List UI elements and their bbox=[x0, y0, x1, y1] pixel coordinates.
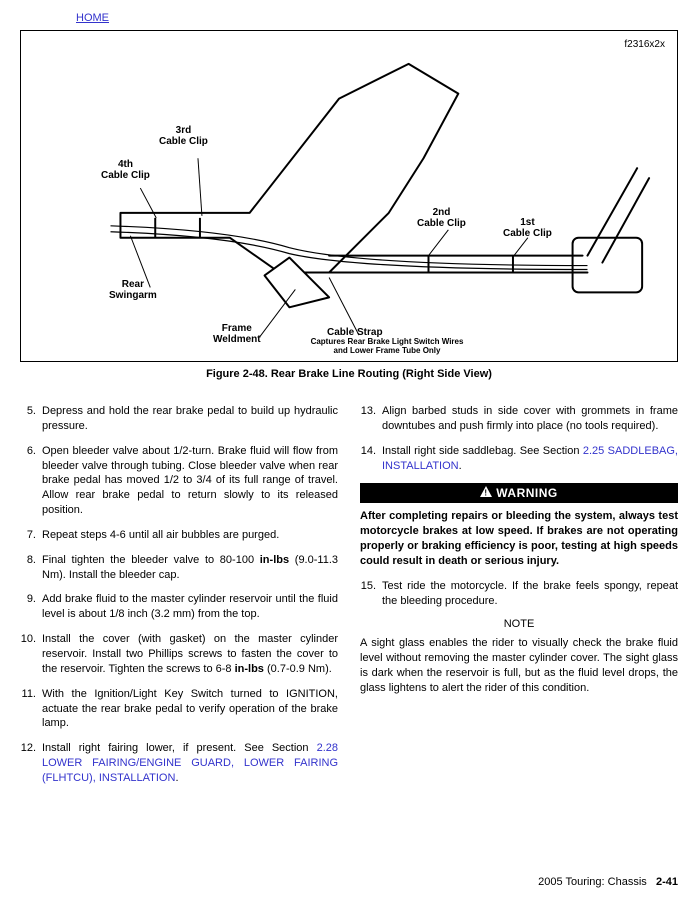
right-steps-a: 13.Align barbed studs in side cover with… bbox=[360, 404, 678, 473]
step-number: 5. bbox=[20, 404, 42, 434]
footer-page: 2-41 bbox=[656, 876, 678, 888]
step-text: Repeat steps 4-6 until all air bubbles a… bbox=[42, 528, 338, 543]
note-body: A sight glass enables the rider to visua… bbox=[360, 636, 678, 695]
step-number: 8. bbox=[20, 553, 42, 583]
warning-body: After completing repairs or bleeding the… bbox=[360, 509, 678, 568]
step-text: Install the cover (with gasket) on the m… bbox=[42, 632, 338, 677]
step-item: 9.Add brake fluid to the master cylinder… bbox=[20, 592, 338, 622]
step-text: Align barbed studs in side cover with gr… bbox=[382, 404, 678, 434]
content-columns: 5.Depress and hold the rear brake pedal … bbox=[20, 404, 678, 796]
cross-reference[interactable]: 2.25 SADDLEBAG, INSTALLATION bbox=[382, 445, 678, 472]
figure-container: f2316x2x bbox=[20, 30, 678, 362]
label-clip2: 2ndCable Clip bbox=[417, 207, 466, 229]
label-clip3: 3rdCable Clip bbox=[159, 125, 208, 147]
step-item: 11.With the Ignition/Light Key Switch tu… bbox=[20, 687, 338, 732]
step-text: Install right side saddlebag. See Sectio… bbox=[382, 444, 678, 474]
step-item: 5.Depress and hold the rear brake pedal … bbox=[20, 404, 338, 434]
step-item: 15.Test ride the motorcycle. If the brak… bbox=[360, 579, 678, 609]
label-swingarm: RearSwingarm bbox=[109, 279, 157, 301]
step-number: 6. bbox=[20, 444, 42, 518]
figure-caption: Figure 2-48. Rear Brake Line Routing (Ri… bbox=[20, 368, 678, 380]
step-number: 13. bbox=[360, 404, 382, 434]
step-item: 8.Final tighten the bleeder valve to 80-… bbox=[20, 553, 338, 583]
warning-icon: ! bbox=[480, 486, 492, 500]
step-item: 12.Install right fairing lower, if prese… bbox=[20, 741, 338, 786]
step-item: 6.Open bleeder valve about 1/2-turn. Bra… bbox=[20, 444, 338, 518]
note-heading: NOTE bbox=[360, 618, 678, 630]
brake-line-diagram bbox=[29, 39, 669, 353]
label-weldment: FrameWeldment bbox=[213, 323, 261, 345]
left-column: 5.Depress and hold the rear brake pedal … bbox=[20, 404, 338, 796]
step-text: Add brake fluid to the master cylinder r… bbox=[42, 592, 338, 622]
cross-reference[interactable]: 2.28 LOWER FAIRING/ENGINE GUARD, LOWER F… bbox=[42, 742, 338, 784]
step-number: 15. bbox=[360, 579, 382, 609]
page-footer: 2005 Touring: Chassis 2-41 bbox=[538, 876, 678, 888]
step-number: 12. bbox=[20, 741, 42, 786]
step-text: Depress and hold the rear brake pedal to… bbox=[42, 404, 338, 434]
step-number: 7. bbox=[20, 528, 42, 543]
step-number: 10. bbox=[20, 632, 42, 677]
label-clip1: 1stCable Clip bbox=[503, 217, 552, 239]
svg-text:!: ! bbox=[485, 489, 488, 498]
step-text: With the Ignition/Light Key Switch turne… bbox=[42, 687, 338, 732]
step-text: Install right fairing lower, if present.… bbox=[42, 741, 338, 786]
step-item: 10.Install the cover (with gasket) on th… bbox=[20, 632, 338, 677]
step-item: 14.Install right side saddlebag. See Sec… bbox=[360, 444, 678, 474]
warning-title: WARNING bbox=[496, 486, 558, 500]
label-clip4: 4thCable Clip bbox=[101, 159, 150, 181]
footer-book: 2005 Touring: Chassis bbox=[538, 876, 647, 888]
step-item: 7.Repeat steps 4-6 until all air bubbles… bbox=[20, 528, 338, 543]
step-number: 11. bbox=[20, 687, 42, 732]
step-text: Test ride the motorcycle. If the brake f… bbox=[382, 579, 678, 609]
step-number: 14. bbox=[360, 444, 382, 474]
label-strap-sub: Captures Rear Brake Light Switch Wiresan… bbox=[287, 338, 487, 356]
step-number: 9. bbox=[20, 592, 42, 622]
step-item: 13.Align barbed studs in side cover with… bbox=[360, 404, 678, 434]
right-column: 13.Align barbed studs in side cover with… bbox=[360, 404, 678, 796]
step-text: Open bleeder valve about 1/2-turn. Brake… bbox=[42, 444, 338, 518]
home-link[interactable]: HOME bbox=[76, 12, 109, 24]
right-steps-b: 15.Test ride the motorcycle. If the brak… bbox=[360, 579, 678, 609]
left-steps: 5.Depress and hold the rear brake pedal … bbox=[20, 404, 338, 786]
step-text: Final tighten the bleeder valve to 80-10… bbox=[42, 553, 338, 583]
warning-heading: ! WARNING bbox=[360, 483, 678, 503]
